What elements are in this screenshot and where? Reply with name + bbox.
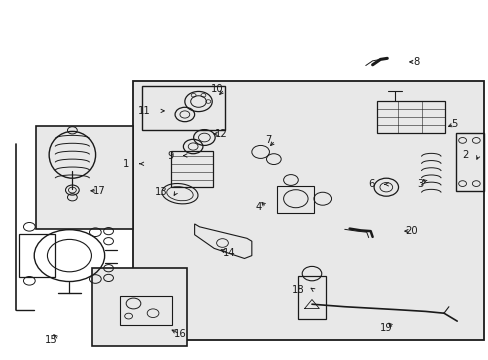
Bar xyxy=(19,234,55,277)
Text: 2: 2 xyxy=(461,150,468,160)
Text: 6: 6 xyxy=(367,179,374,189)
Text: 9: 9 xyxy=(166,150,173,161)
Text: 12: 12 xyxy=(214,129,227,139)
Text: 15: 15 xyxy=(45,335,58,345)
Bar xyxy=(298,276,325,319)
Text: 8: 8 xyxy=(413,57,419,67)
Text: 4: 4 xyxy=(256,202,262,212)
Bar xyxy=(142,86,224,130)
Text: 14: 14 xyxy=(222,248,235,258)
Text: 18: 18 xyxy=(291,285,304,295)
Text: 7: 7 xyxy=(264,135,271,145)
Bar xyxy=(120,296,171,325)
Bar xyxy=(455,133,483,191)
Text: 1: 1 xyxy=(122,159,129,169)
Text: 20: 20 xyxy=(405,226,417,236)
Text: 13: 13 xyxy=(155,186,167,197)
Text: 11: 11 xyxy=(138,106,150,116)
Bar xyxy=(376,101,444,133)
Text: 5: 5 xyxy=(450,119,457,129)
Text: 10: 10 xyxy=(210,84,223,94)
Bar xyxy=(277,186,313,213)
Text: 16: 16 xyxy=(173,329,186,339)
Bar xyxy=(92,268,187,346)
Bar xyxy=(171,151,212,187)
Bar xyxy=(36,126,132,229)
Text: 17: 17 xyxy=(92,186,105,196)
Text: 3: 3 xyxy=(417,179,423,189)
Text: 19: 19 xyxy=(379,323,392,333)
Bar xyxy=(133,81,483,340)
